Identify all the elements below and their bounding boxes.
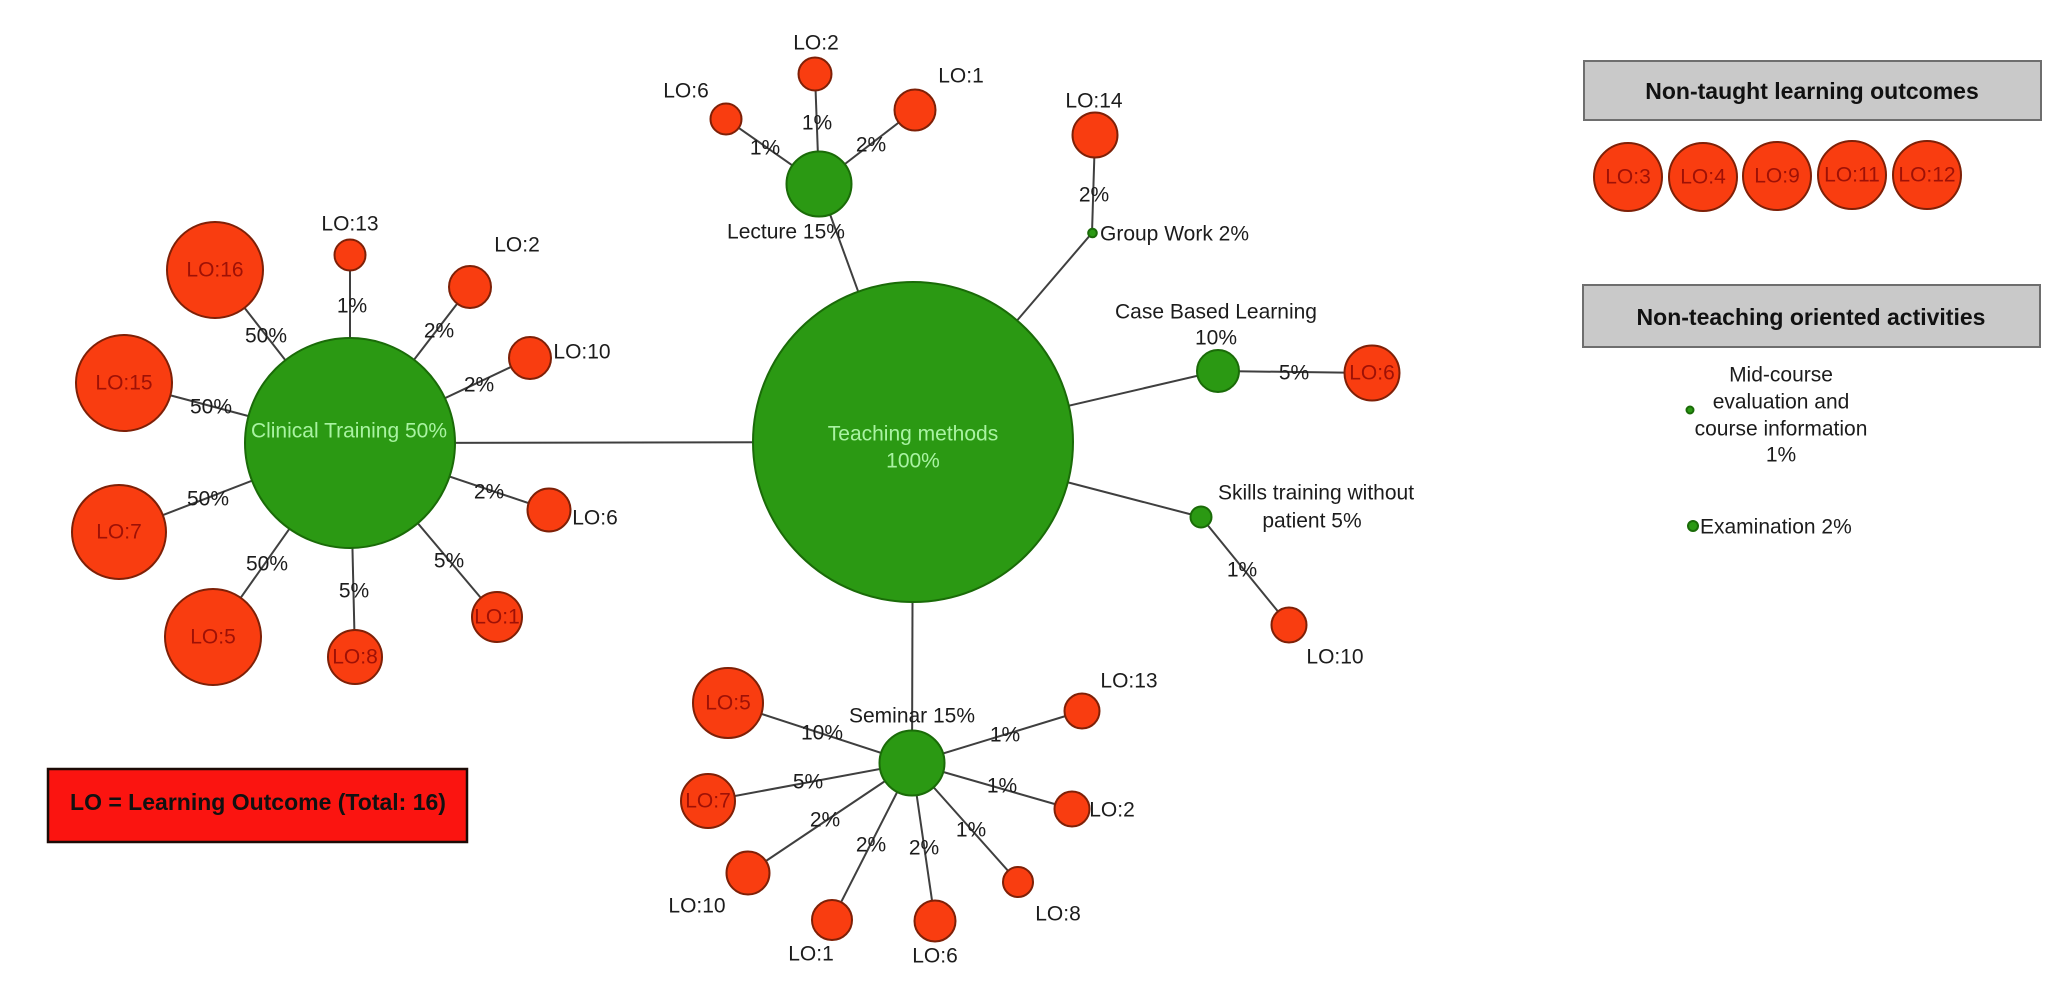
svg-text:LO:15: LO:15 [95, 372, 152, 395]
svg-text:Mid-course: Mid-course [1729, 364, 1833, 387]
svg-text:LO:2: LO:2 [793, 32, 839, 55]
svg-text:Lecture 15%: Lecture 15% [727, 221, 845, 244]
svg-text:Case Based Learning: Case Based Learning [1115, 301, 1317, 324]
svg-text:2%: 2% [909, 837, 939, 860]
svg-text:LO:7: LO:7 [96, 521, 142, 544]
svg-text:LO:6: LO:6 [572, 507, 618, 530]
svg-text:course information: course information [1695, 418, 1868, 441]
svg-text:1%: 1% [956, 819, 986, 842]
svg-text:5%: 5% [434, 550, 464, 573]
svg-text:50%: 50% [246, 553, 288, 576]
svg-text:2%: 2% [474, 481, 504, 504]
svg-text:evaluation and: evaluation and [1713, 391, 1850, 414]
svg-text:50%: 50% [187, 488, 229, 511]
svg-text:LO:10: LO:10 [668, 895, 725, 918]
svg-text:Non-teaching oriented activiti: Non-teaching oriented activities [1637, 304, 1986, 330]
svg-text:LO:2: LO:2 [494, 234, 540, 257]
svg-text:LO:1: LO:1 [474, 606, 520, 629]
svg-text:1%: 1% [990, 724, 1020, 747]
svg-text:LO:10: LO:10 [1306, 646, 1363, 669]
svg-text:Clinical Training 50%: Clinical Training 50% [251, 420, 447, 443]
svg-text:LO:4: LO:4 [1680, 166, 1726, 189]
svg-text:LO:14: LO:14 [1065, 90, 1123, 113]
svg-text:patient 5%: patient 5% [1262, 510, 1361, 533]
svg-text:1%: 1% [802, 112, 832, 135]
svg-text:2%: 2% [1079, 184, 1109, 207]
svg-text:LO:7: LO:7 [685, 790, 731, 813]
svg-text:LO:5: LO:5 [190, 626, 236, 649]
svg-text:10%: 10% [1195, 327, 1237, 350]
svg-text:LO:1: LO:1 [788, 943, 834, 966]
svg-text:1%: 1% [1227, 559, 1257, 582]
svg-text:LO:3: LO:3 [1605, 166, 1651, 189]
svg-text:Teaching methods: Teaching methods [828, 423, 998, 446]
svg-text:LO:8: LO:8 [332, 646, 378, 669]
svg-text:5%: 5% [1279, 362, 1309, 385]
svg-text:LO:6: LO:6 [663, 80, 709, 103]
svg-text:LO = Learning Outcome (Total:: LO = Learning Outcome (Total: 16) [70, 789, 446, 815]
svg-text:LO:13: LO:13 [1100, 670, 1157, 693]
svg-text:1%: 1% [987, 775, 1017, 798]
svg-text:LO:16: LO:16 [186, 259, 243, 282]
svg-text:50%: 50% [245, 325, 287, 348]
svg-text:Skills training without: Skills training without [1218, 482, 1414, 505]
svg-text:1%: 1% [1766, 444, 1796, 467]
svg-text:Group Work 2%: Group Work 2% [1100, 223, 1249, 246]
svg-text:Non-taught learning outcomes: Non-taught learning outcomes [1645, 78, 1979, 104]
svg-text:Seminar 15%: Seminar 15% [849, 705, 975, 728]
svg-text:LO:10: LO:10 [553, 341, 610, 364]
svg-text:2%: 2% [464, 374, 494, 397]
svg-text:50%: 50% [190, 396, 232, 419]
svg-text:1%: 1% [337, 295, 367, 318]
svg-text:10%: 10% [801, 722, 843, 745]
svg-text:2%: 2% [810, 809, 840, 832]
svg-text:LO:13: LO:13 [321, 213, 378, 236]
svg-text:LO:12: LO:12 [1898, 164, 1955, 187]
svg-text:2%: 2% [424, 320, 454, 343]
svg-text:LO:8: LO:8 [1035, 903, 1081, 926]
svg-text:LO:1: LO:1 [938, 65, 984, 88]
svg-text:5%: 5% [793, 771, 823, 794]
svg-text:100%: 100% [886, 450, 940, 473]
svg-text:LO:9: LO:9 [1754, 165, 1800, 188]
svg-text:Examination 2%: Examination 2% [1700, 516, 1852, 539]
svg-text:LO:5: LO:5 [705, 692, 751, 715]
svg-text:2%: 2% [856, 134, 886, 157]
svg-text:2%: 2% [856, 834, 886, 857]
svg-text:LO:11: LO:11 [1824, 164, 1880, 187]
svg-text:LO:6: LO:6 [1349, 362, 1395, 385]
svg-text:LO:6: LO:6 [912, 945, 958, 968]
svg-text:LO:2: LO:2 [1089, 799, 1135, 822]
svg-text:1%: 1% [750, 137, 780, 160]
svg-text:5%: 5% [339, 580, 369, 603]
